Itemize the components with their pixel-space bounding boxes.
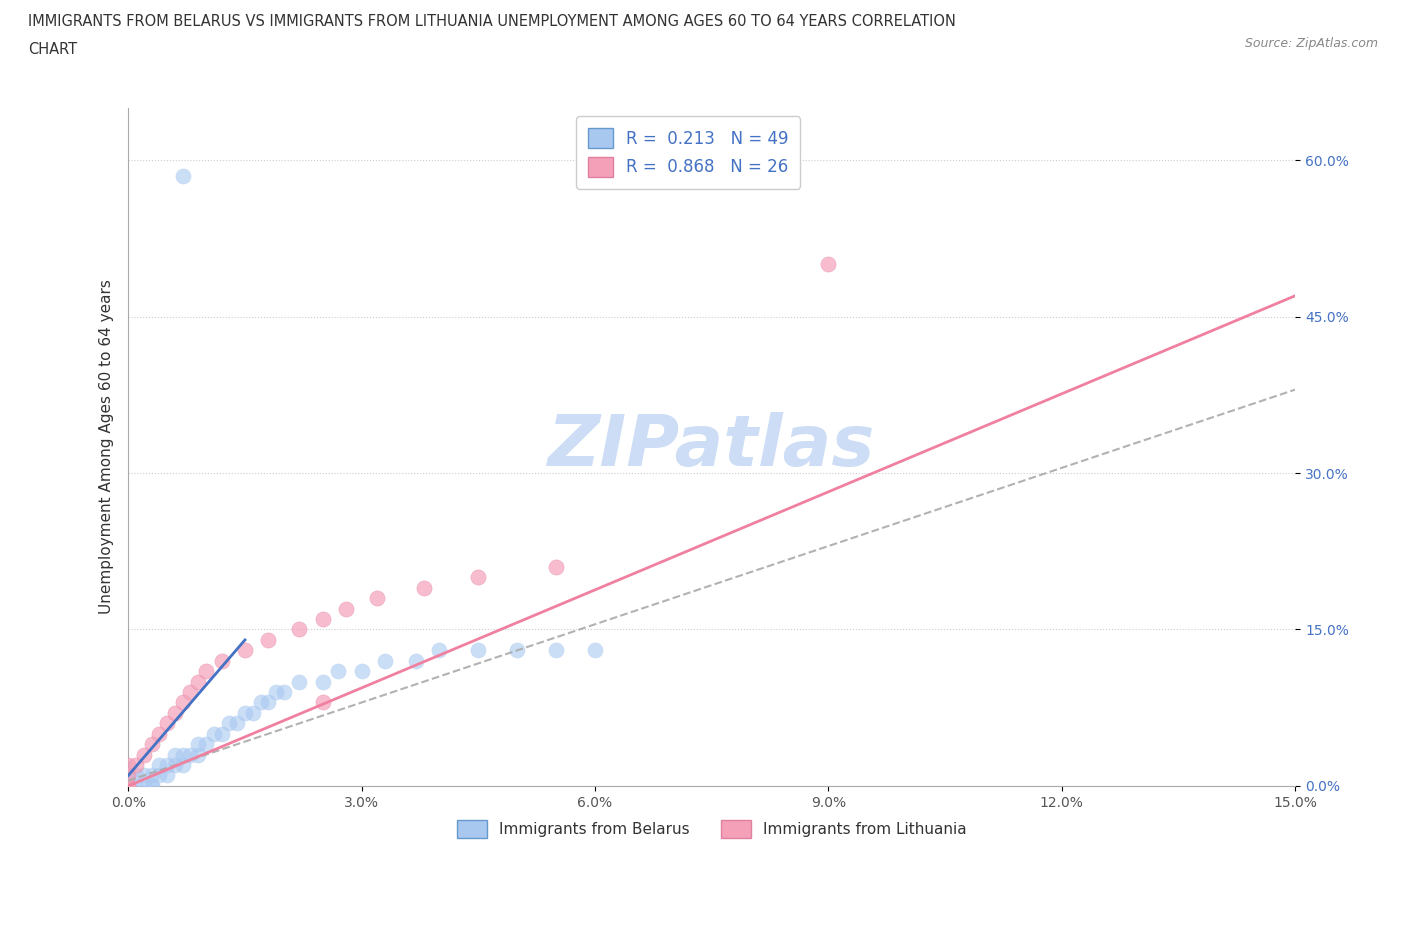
Point xyxy=(506,643,529,658)
Point xyxy=(405,654,427,669)
Point xyxy=(117,768,139,783)
Point xyxy=(163,758,186,773)
Point xyxy=(156,716,179,731)
Text: IMMIGRANTS FROM BELARUS VS IMMIGRANTS FROM LITHUANIA UNEMPLOYMENT AMONG AGES 60 : IMMIGRANTS FROM BELARUS VS IMMIGRANTS FR… xyxy=(28,14,956,29)
Point xyxy=(117,778,139,793)
Point xyxy=(117,778,139,793)
Point xyxy=(187,737,209,751)
Point xyxy=(117,778,139,793)
Point xyxy=(156,758,179,773)
Point xyxy=(211,726,233,741)
Point xyxy=(141,737,163,751)
Point xyxy=(141,778,163,793)
Point xyxy=(172,695,194,710)
Point xyxy=(429,643,451,658)
Point xyxy=(211,654,233,669)
Point xyxy=(187,674,209,689)
Point xyxy=(132,768,155,783)
Point xyxy=(546,560,568,575)
Point xyxy=(163,747,186,762)
Point xyxy=(312,612,335,627)
Text: Source: ZipAtlas.com: Source: ZipAtlas.com xyxy=(1244,37,1378,50)
Point xyxy=(202,726,225,741)
Point xyxy=(374,654,396,669)
Point xyxy=(366,591,388,605)
Point xyxy=(117,778,139,793)
Point xyxy=(172,168,194,183)
Point xyxy=(132,778,155,793)
Point xyxy=(312,695,335,710)
Point xyxy=(583,643,606,658)
Point xyxy=(125,778,148,793)
Point xyxy=(125,758,148,773)
Point xyxy=(328,664,350,679)
Point xyxy=(132,747,155,762)
Point xyxy=(226,716,249,731)
Point xyxy=(187,747,209,762)
Point xyxy=(233,706,256,721)
Point xyxy=(148,768,170,783)
Text: CHART: CHART xyxy=(28,42,77,57)
Point xyxy=(312,674,335,689)
Point xyxy=(257,632,280,647)
Point xyxy=(172,747,194,762)
Point xyxy=(179,747,201,762)
Point xyxy=(117,778,139,793)
Point xyxy=(156,768,179,783)
Text: ZIPatlas: ZIPatlas xyxy=(548,413,876,482)
Point xyxy=(179,684,201,699)
Point xyxy=(117,768,139,783)
Point xyxy=(412,580,434,595)
Point xyxy=(467,643,489,658)
Point xyxy=(117,778,139,793)
Point xyxy=(117,778,139,793)
Point xyxy=(242,706,264,721)
Point xyxy=(117,768,139,783)
Point xyxy=(233,643,256,658)
Point xyxy=(249,695,271,710)
Point xyxy=(172,758,194,773)
Point xyxy=(117,758,139,773)
Point xyxy=(195,737,218,751)
Point xyxy=(273,684,295,699)
Point xyxy=(141,768,163,783)
Point xyxy=(195,664,218,679)
Point xyxy=(467,570,489,585)
Point xyxy=(350,664,373,679)
Legend: Immigrants from Belarus, Immigrants from Lithuania: Immigrants from Belarus, Immigrants from… xyxy=(449,812,974,846)
Point xyxy=(546,643,568,658)
Point xyxy=(148,758,170,773)
Point xyxy=(148,726,170,741)
Point xyxy=(817,257,839,272)
Point xyxy=(125,768,148,783)
Point xyxy=(257,695,280,710)
Point xyxy=(288,674,311,689)
Point xyxy=(218,716,240,731)
Point xyxy=(264,684,287,699)
Y-axis label: Unemployment Among Ages 60 to 64 years: Unemployment Among Ages 60 to 64 years xyxy=(100,280,114,615)
Point xyxy=(163,706,186,721)
Point xyxy=(141,778,163,793)
Point xyxy=(335,601,357,616)
Point xyxy=(117,778,139,793)
Point xyxy=(288,622,311,637)
